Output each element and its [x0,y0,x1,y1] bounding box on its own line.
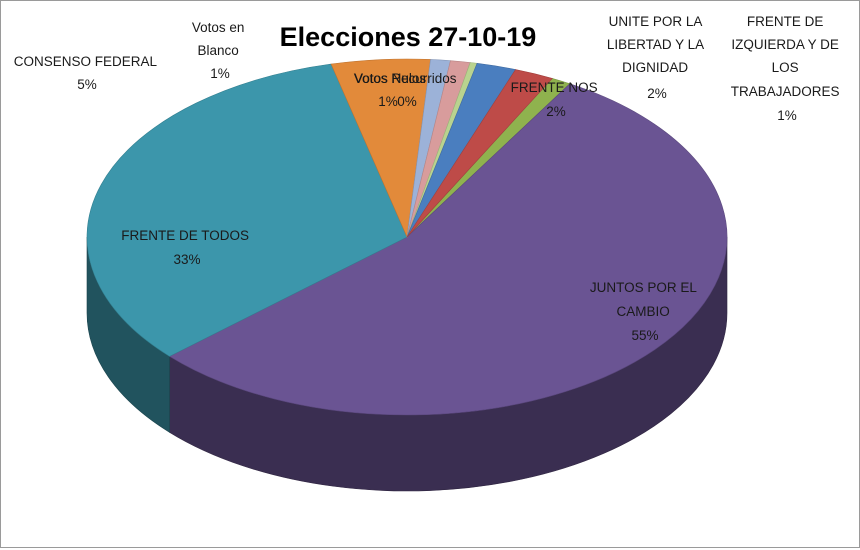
label-votos-en-blanco: Votos en Blanco 1% [192,20,248,81]
label-votos-nulos: Votos Nulos 1% [354,71,430,109]
chart-title: Elecciones 27-10-19 [280,22,537,52]
label-votos-recurridos: Votos Recurridos 0% [354,71,461,109]
label-frente-de-izquierda: FRENTE DE IZQUIERDA Y DE LOS TRABAJADORE… [731,14,844,123]
label-unite-por-la-libertad: UNITE POR LA LIBERTAD Y LA DIGNIDAD 2% [607,14,707,101]
label-juntos-por-el-cambio: JUNTOS POR EL CAMBIO 55% [590,280,700,343]
pie-slice-juntos [168,83,728,416]
pie-top [86,58,728,416]
pie-slice-frente_todos [86,63,408,357]
label-consenso-federal: CONSENSO FEDERAL 5% [14,54,161,92]
label-frente-de-todos: FRENTE DE TODOS 33% [121,228,253,267]
pie-slice-unite [406,69,553,238]
label-frente-nos: FRENTE NOS 2% [511,80,602,119]
